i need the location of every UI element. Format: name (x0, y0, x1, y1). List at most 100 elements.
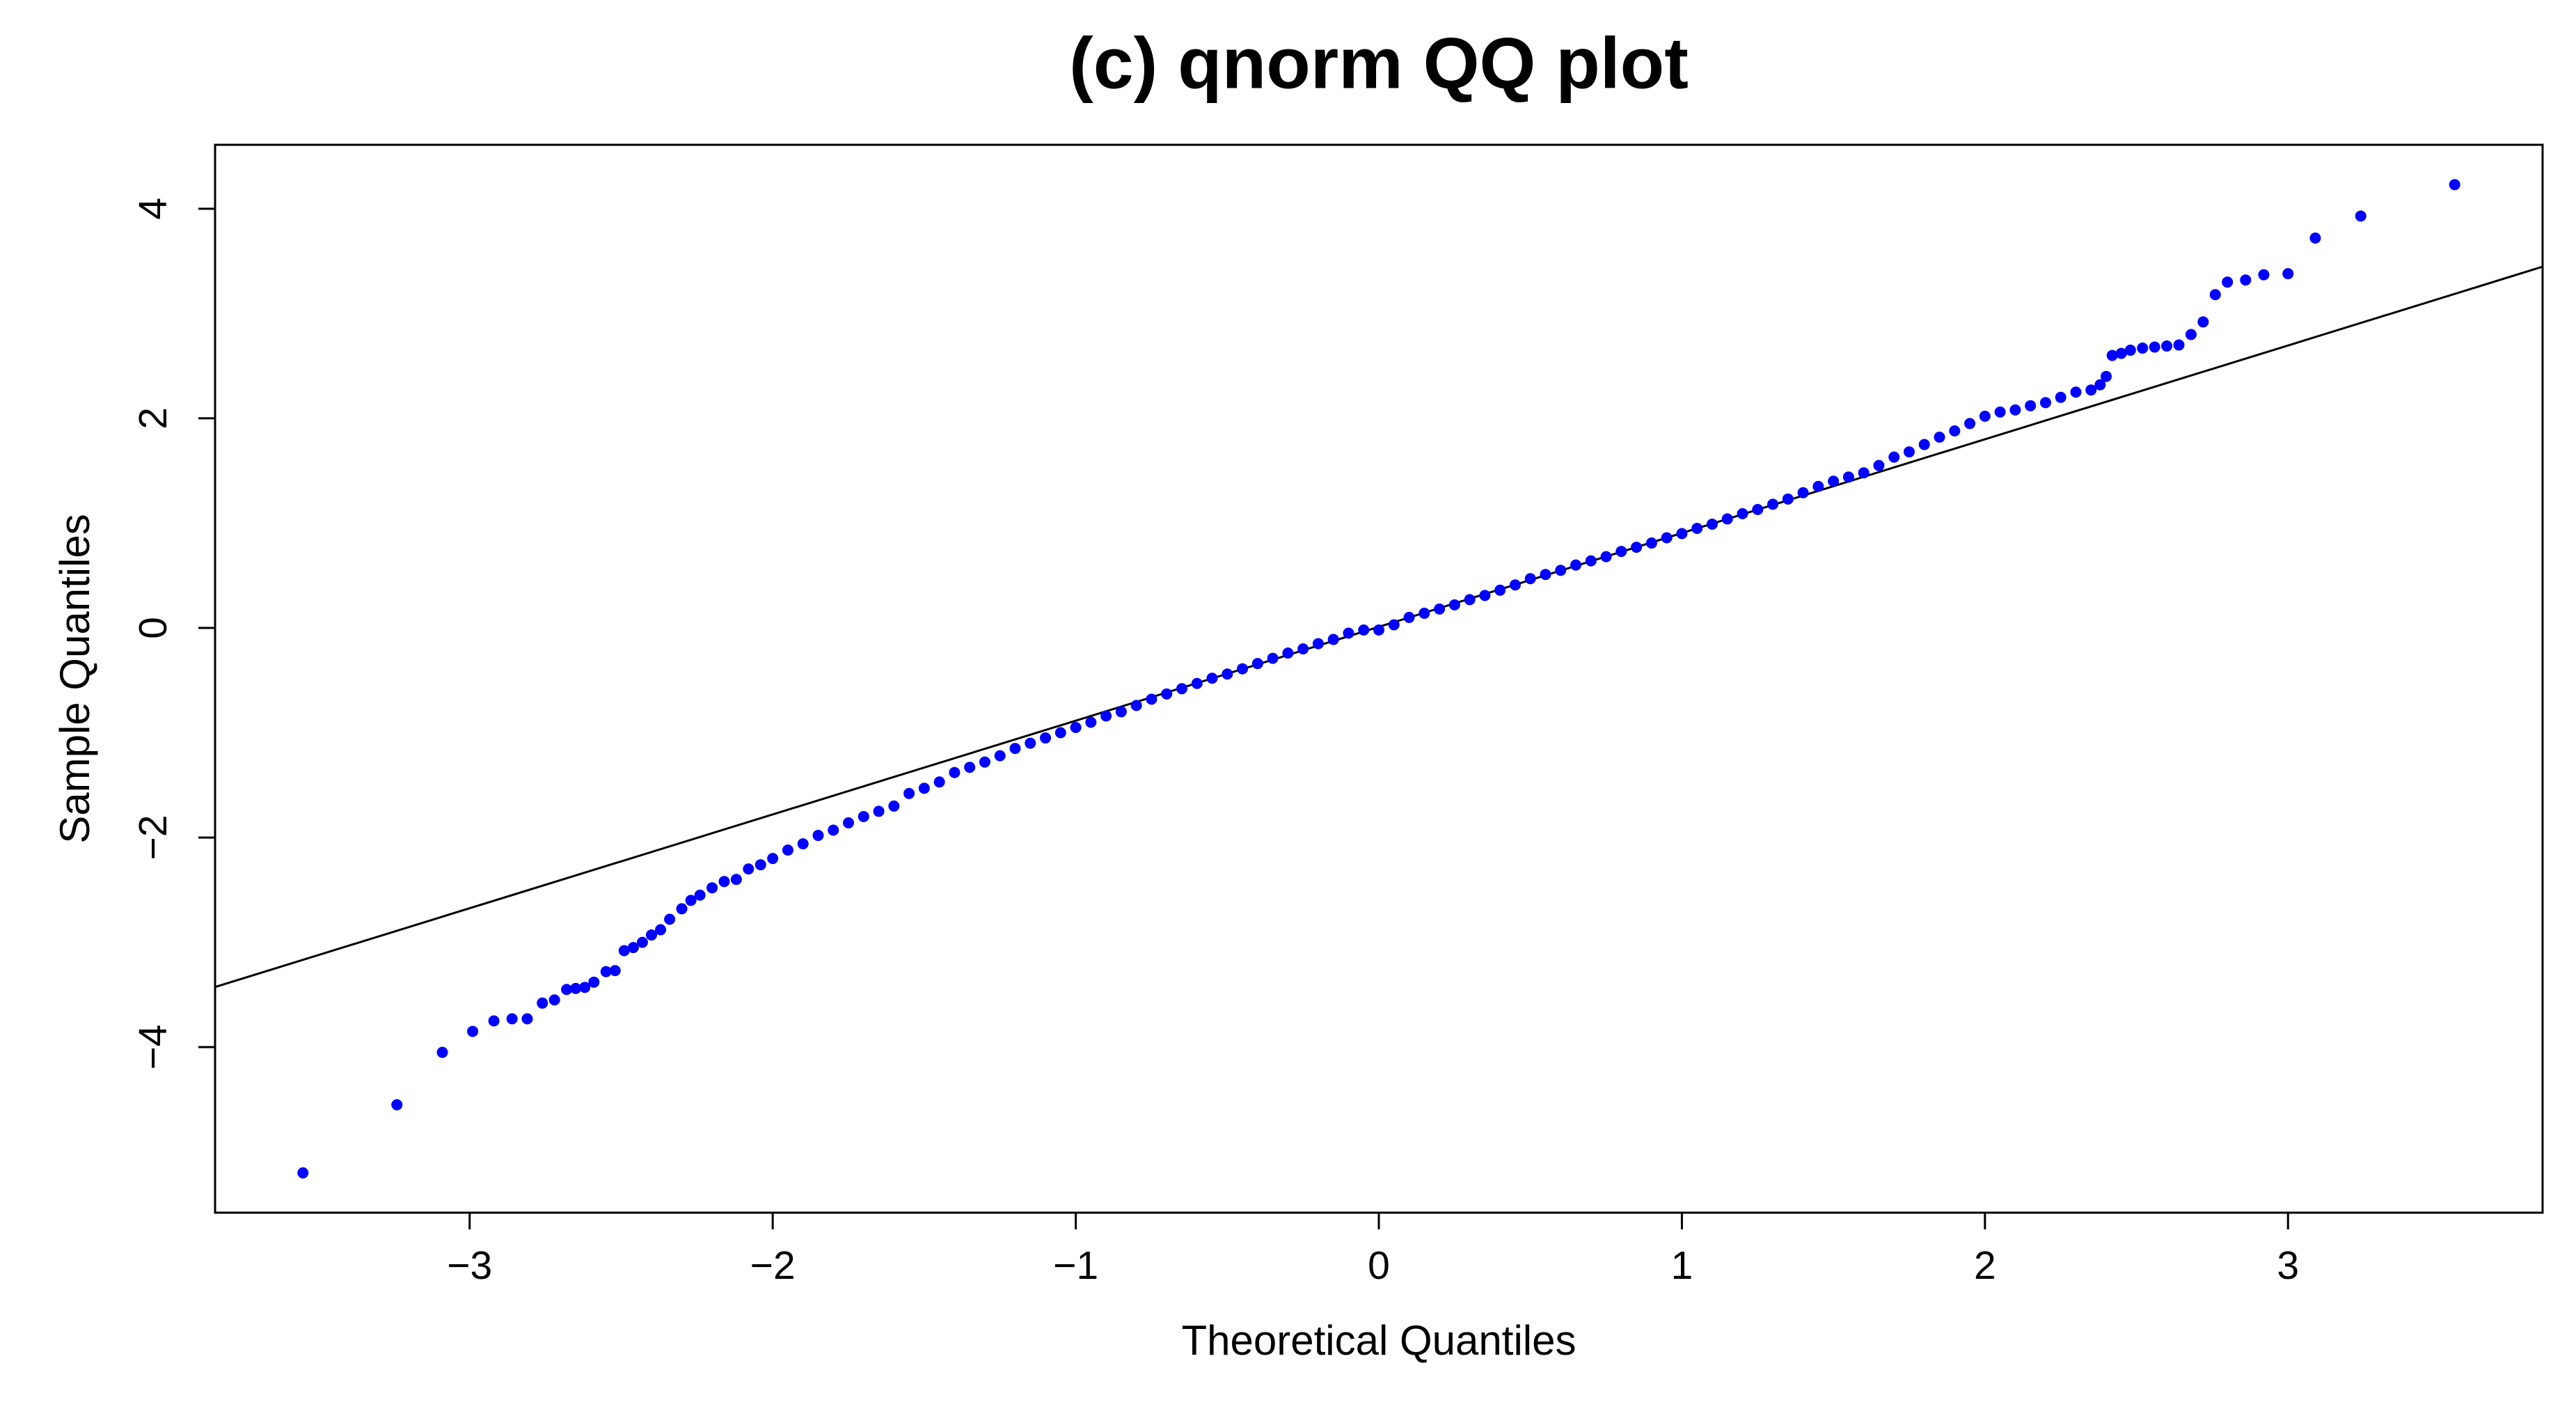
point (1327, 633, 1339, 645)
point (561, 984, 573, 995)
point (812, 830, 824, 842)
x-tick-label: 3 (2277, 1243, 2299, 1288)
point (754, 859, 766, 871)
point (1631, 542, 1643, 553)
point (1267, 652, 1279, 664)
point (2355, 210, 2366, 222)
y-tick-label: −2 (131, 815, 175, 860)
point (588, 976, 600, 988)
point (1706, 518, 1718, 530)
point (1615, 546, 1627, 558)
plot-frame (214, 143, 2544, 1214)
x-tick-label: 1 (1671, 1243, 1693, 1288)
point (1419, 607, 1430, 619)
point (2137, 343, 2149, 354)
point (655, 924, 667, 936)
point (1312, 638, 1324, 650)
point (1388, 619, 1400, 631)
point (1555, 565, 1567, 576)
point (1085, 716, 1097, 728)
point (1540, 569, 1551, 581)
point (1176, 683, 1187, 695)
point (1206, 672, 1218, 684)
point (1130, 700, 1142, 711)
point (676, 903, 688, 915)
point (548, 994, 560, 1006)
point (1040, 732, 1052, 744)
point (2025, 400, 2037, 411)
point (436, 1046, 448, 1058)
point (600, 966, 612, 977)
point (2309, 232, 2321, 244)
point (2449, 179, 2460, 191)
point (627, 942, 639, 954)
point (782, 844, 793, 856)
point (1782, 493, 1794, 505)
point (1237, 663, 1249, 675)
point (949, 766, 961, 778)
point (1509, 579, 1521, 591)
point (2149, 341, 2160, 353)
chart-title: (c) qnorm QQ plot (1069, 23, 1689, 104)
point (918, 782, 930, 794)
point (2115, 347, 2127, 359)
point (1903, 446, 1915, 458)
x-axis-label: Theoretical Quantiles (1182, 1317, 1577, 1364)
point (964, 762, 976, 773)
point (1448, 599, 1460, 611)
point (933, 776, 945, 788)
point (2101, 370, 2112, 382)
point (1282, 647, 1294, 659)
point (1737, 507, 1748, 519)
point (1070, 722, 1082, 734)
y-tick-label: 0 (131, 617, 175, 639)
point (1100, 710, 1112, 722)
point (2222, 276, 2234, 288)
point (2094, 379, 2106, 391)
point (1918, 439, 1930, 450)
point (2282, 268, 2294, 280)
point (1358, 624, 1370, 636)
y-tick-label: 2 (131, 407, 175, 430)
point (537, 997, 548, 1009)
point (1464, 594, 1476, 606)
point (903, 787, 915, 799)
point (636, 936, 648, 948)
point (609, 965, 621, 977)
point (1146, 693, 1157, 705)
point (521, 1013, 533, 1025)
point (1797, 487, 1809, 498)
point (1842, 471, 1854, 483)
point (2197, 316, 2209, 328)
point (1403, 611, 1415, 623)
point (1524, 573, 1536, 585)
point (1373, 624, 1384, 636)
point (579, 982, 591, 993)
point (706, 882, 718, 894)
point (297, 1167, 309, 1179)
point (1858, 467, 1870, 479)
point (1676, 528, 1688, 540)
point (2124, 345, 2136, 356)
x-tick-label: −3 (447, 1243, 492, 1288)
point (888, 800, 900, 812)
point (1343, 627, 1354, 639)
point (2055, 391, 2067, 403)
point (618, 945, 630, 957)
y-tick-label: 4 (131, 198, 175, 220)
point (1661, 532, 1673, 544)
point (1994, 406, 2006, 418)
point (1009, 743, 1021, 755)
point (2240, 274, 2252, 286)
point (994, 750, 1006, 762)
point (1645, 537, 1657, 549)
point (1600, 551, 1612, 562)
point (694, 889, 706, 901)
point (743, 863, 754, 875)
point (730, 874, 742, 885)
point (767, 853, 779, 865)
x-tick-label: 0 (1368, 1243, 1390, 1288)
x-tick-label: −2 (750, 1243, 796, 1288)
point (1721, 513, 1733, 525)
